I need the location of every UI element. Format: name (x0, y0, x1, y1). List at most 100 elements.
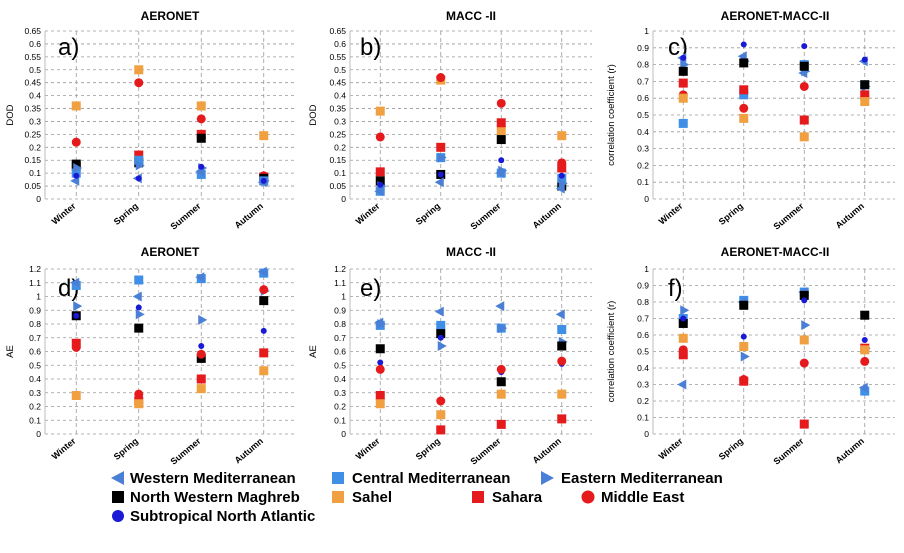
legend-item-nw-maghreb: North Western Maghreb (112, 489, 300, 506)
point-western-med (858, 382, 868, 393)
point-central-med (557, 325, 567, 334)
legend-marker (332, 491, 344, 503)
point-sahel (259, 131, 269, 141)
point-middle-east (134, 78, 144, 88)
point-subtropical-na (740, 333, 747, 340)
y-tick-label: 0.7 (334, 333, 346, 343)
point-central-med (678, 118, 688, 128)
legend-marker (332, 472, 344, 484)
y-tick-label: 0.25 (329, 129, 346, 139)
x-tick-label: Summer (169, 201, 203, 232)
y-tick-label: 0.6 (334, 347, 346, 357)
y-tick-label: 1.1 (29, 278, 41, 288)
point-nw-maghreb (71, 159, 81, 169)
x-tick-label: Autumn (531, 201, 563, 231)
point-subtropical-na (135, 304, 142, 311)
y-tick-label: 0.05 (329, 181, 346, 191)
point-sahel (436, 410, 446, 420)
point-nw-maghreb (196, 133, 206, 143)
y-tick-label: 0.9 (334, 305, 346, 315)
y-tick-label: 0.55 (24, 52, 41, 62)
y-tick-label: 0.6 (29, 39, 41, 49)
point-eastern-med (498, 323, 508, 334)
panel-e: 0 0.1 0.2 0.3 0.4 0.5 0.6 0.7 0.8 0.9 1 1.1 1.2 Winte… (308, 245, 592, 467)
y-tick-label: 0.4 (637, 363, 649, 373)
y-tick-label: 0.5 (334, 65, 346, 75)
y-tick-label: 0.3 (334, 116, 346, 126)
x-tick-label: Autumn (834, 436, 866, 466)
point-subtropical-na (498, 157, 505, 164)
y-tick-label: 0 (341, 429, 346, 439)
point-western-med (677, 379, 687, 390)
point-middle-east (259, 285, 269, 295)
y-tick-label: 0.1 (29, 415, 41, 425)
y-tick-label: 0.1 (334, 168, 346, 178)
point-nw-maghreb (739, 58, 749, 68)
point-sahel (557, 131, 567, 141)
point-nw-maghreb (375, 344, 385, 354)
panel-title: AERONET (141, 9, 200, 23)
point-middle-east (375, 132, 385, 142)
y-axis-label: DOD (5, 104, 16, 125)
legend-item-sahel: Sahel (332, 489, 392, 506)
point-middle-east (496, 364, 506, 374)
panel-f: 0 0.1 0.2 0.3 0.4 0.5 0.6 0.7 0.8 0.9 1 Winter Sprin… (606, 245, 895, 467)
y-tick-label: 0.25 (24, 129, 41, 139)
panel-label: e) (360, 275, 381, 302)
point-western-med (495, 301, 505, 312)
point-nw-maghreb (799, 61, 809, 71)
point-sahel (71, 101, 81, 111)
point-middle-east (557, 356, 567, 366)
point-middle-east (799, 358, 809, 368)
point-middle-east (496, 98, 506, 108)
y-tick-label: 0.35 (24, 104, 41, 114)
legend-marker (111, 471, 124, 485)
y-tick-label: 0 (644, 429, 649, 439)
point-middle-east (196, 114, 206, 124)
panel-c: 0 0.1 0.2 0.3 0.4 0.5 0.6 0.7 0.8 0.9 1 Winter Sprin… (606, 9, 895, 232)
point-central-med (739, 90, 749, 100)
y-tick-label: 0.6 (637, 93, 649, 103)
y-axis-label: AE (308, 345, 319, 358)
point-middle-east (799, 81, 809, 91)
point-middle-east (860, 356, 870, 366)
point-central-med (134, 275, 144, 285)
y-tick-label: 0.2 (334, 402, 346, 412)
y-tick-label: 0.3 (29, 116, 41, 126)
y-tick-label: 0 (36, 429, 41, 439)
x-tick-label: Summer (772, 436, 806, 467)
legend-marker (472, 491, 484, 503)
point-sahel (375, 399, 385, 409)
y-tick-label: 0.55 (329, 52, 346, 62)
panel-title: AERONET-MACC-II (721, 245, 830, 259)
point-subtropical-na (73, 172, 80, 179)
y-tick-label: 0.5 (637, 110, 649, 120)
y-tick-label: 0.2 (29, 142, 41, 152)
x-tick-label: Summer (469, 201, 503, 232)
x-tick-label: Spring (717, 201, 745, 227)
point-sahara (375, 391, 385, 400)
point-subtropical-na (801, 297, 808, 304)
y-tick-label: 0.1 (29, 168, 41, 178)
y-axis-label: correlation coefficient (r) (606, 301, 617, 403)
y-tick-label: 0.3 (334, 388, 346, 398)
point-sahel (860, 345, 870, 355)
point-western-med (374, 186, 384, 197)
legend-label: Subtropical North Atlantic (130, 508, 315, 525)
y-tick-label: 0.3 (637, 144, 649, 154)
y-tick-label: 0.1 (334, 415, 346, 425)
y-tick-label: 0.45 (24, 78, 41, 88)
point-sahara (375, 167, 385, 177)
y-tick-label: 0.2 (637, 160, 649, 170)
point-subtropical-na (437, 171, 444, 178)
y-tick-label: 0.8 (334, 319, 346, 329)
point-sahel (375, 106, 385, 116)
point-middle-east (196, 349, 206, 359)
point-nw-maghreb (799, 290, 809, 300)
point-western-med (434, 306, 444, 317)
point-middle-east (739, 103, 749, 113)
point-subtropical-na (135, 175, 142, 182)
point-sahara (496, 419, 506, 429)
point-sahara (799, 115, 809, 125)
